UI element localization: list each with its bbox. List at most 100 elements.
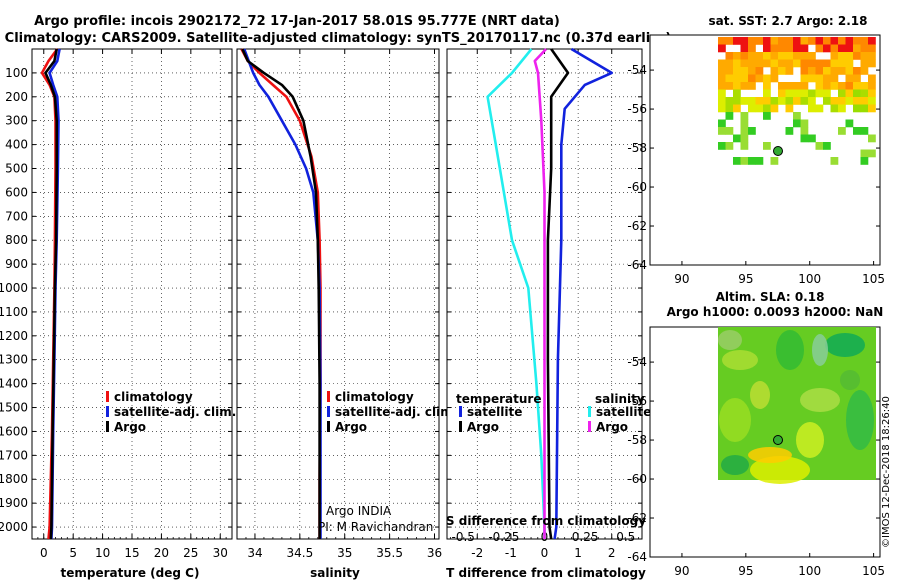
sst-cell: [785, 59, 794, 68]
sst-cell: [868, 82, 876, 90]
sst-cell: [823, 97, 831, 105]
depth-tick-label: 1100: [0, 305, 28, 319]
sst-cell: [763, 142, 771, 150]
x-tick-label: 5: [69, 546, 77, 560]
lat-tick-label: -64: [627, 550, 647, 564]
s-diff-tick-label: -0.5: [452, 530, 475, 544]
lat-tick-label: -56: [627, 102, 647, 116]
sst-cell: [830, 37, 839, 45]
sst-cell: [845, 74, 854, 83]
lat-tick-label: -60: [627, 180, 647, 194]
sst-cell: [845, 52, 854, 60]
sst-cell: [733, 104, 741, 113]
sst-map-cells: [718, 37, 876, 165]
sst-cell: [718, 74, 726, 83]
x-tick-label: 0: [541, 546, 549, 560]
legend-label-argo: Argo: [335, 420, 367, 434]
legend-label-climatology: climatology: [114, 390, 193, 404]
sst-cell: [793, 119, 801, 128]
sst-cell: [800, 74, 809, 83]
sst-cell: [748, 104, 756, 113]
sst-cell: [785, 104, 794, 113]
sst-cell: [770, 104, 779, 113]
x-tick-label: 20: [154, 546, 169, 560]
lat-tick-label: -56: [627, 394, 647, 408]
sst-cell: [740, 119, 749, 128]
x-tick-label: -2: [471, 546, 483, 560]
sla-blob: [750, 456, 810, 484]
depth-tick-label: 1700: [0, 448, 28, 462]
lat-tick-label: -62: [627, 219, 647, 233]
sst-cell: [755, 37, 764, 45]
sst-cell: [785, 127, 794, 135]
sst-cell: [733, 89, 741, 98]
depth-tick-label: 1800: [0, 472, 28, 486]
sst-cell: [740, 112, 749, 120]
temperature-panel: 0 5 10 15 20 25 30 temperature (deg C) climato…: [31, 48, 236, 580]
sst-cell: [763, 112, 771, 120]
sst-cell: [770, 67, 779, 75]
legend-label-climatology: climatology: [335, 390, 414, 404]
sst-cell: [845, 82, 854, 90]
lon-tick-label: 100: [798, 564, 821, 578]
sst-cell: [763, 74, 771, 83]
sst-cell: [740, 127, 749, 135]
depth-tick-label: 600: [5, 185, 28, 199]
sst-cell: [838, 82, 846, 90]
legend-label-temp-argo: Argo: [467, 420, 499, 434]
sst-cell: [830, 44, 839, 53]
depth-tick-label: 1400: [0, 377, 28, 391]
legend-label-sal-argo: Argo: [596, 420, 628, 434]
series-line-temperature-satellite: [553, 47, 614, 540]
sla-blob: [722, 350, 758, 370]
series-line-salinity-satellite: [486, 48, 546, 539]
lat-tick-label: -54: [627, 63, 647, 77]
sst-cell: [763, 82, 771, 90]
sst-cell: [718, 82, 726, 90]
sst-cell: [763, 97, 771, 105]
sst-cell: [838, 37, 846, 45]
salinity-legend: climatology satellite-adj. clim. Argo: [327, 390, 457, 434]
sst-cell: [740, 37, 749, 45]
sst-cell: [770, 37, 779, 45]
sst-cell: [860, 59, 869, 68]
legend-label-sal-satellite: satellite: [596, 405, 651, 419]
sst-cell: [815, 142, 824, 150]
depth-tick-label: 900: [5, 257, 28, 271]
legend-swatch-temp-satellite: [459, 406, 462, 417]
series-line-temperature-argo: [546, 48, 570, 540]
sst-cell: [763, 104, 771, 113]
depth-tick-label: 1300: [0, 353, 28, 367]
argo-float-marker: [773, 435, 783, 445]
x-tick-label: 1: [574, 546, 582, 560]
sst-cell: [860, 127, 869, 135]
sst-cell: [853, 37, 861, 45]
sst-cell: [778, 89, 786, 98]
sst-cell: [740, 142, 749, 150]
sst-cell: [725, 112, 734, 120]
legend-temperature-title: temperature: [456, 392, 541, 406]
sst-cell: [853, 97, 861, 105]
temperature-xlabel: temperature (deg C): [61, 566, 200, 580]
sst-cell: [725, 37, 734, 45]
s-diff-tick-label: -0.25: [488, 530, 519, 544]
argo-float-marker: [773, 146, 783, 156]
sst-cell: [793, 82, 801, 90]
sst-cell: [740, 97, 749, 105]
sst-cell: [778, 82, 786, 90]
sst-cell: [838, 89, 846, 98]
sst-cell: [785, 44, 794, 53]
sst-cell: [740, 134, 749, 143]
sst-cell: [838, 104, 846, 113]
legend-label-satellite: satellite-adj. clim.: [335, 405, 457, 419]
sla-blob: [812, 334, 828, 366]
sst-cell: [740, 157, 749, 165]
sst-cell: [748, 97, 756, 105]
sst-cell: [800, 59, 809, 68]
sst-cell: [800, 119, 809, 128]
sst-cell: [770, 44, 779, 53]
sst-cell: [860, 149, 869, 158]
sla-blob: [719, 398, 751, 442]
sst-cell: [733, 37, 741, 45]
